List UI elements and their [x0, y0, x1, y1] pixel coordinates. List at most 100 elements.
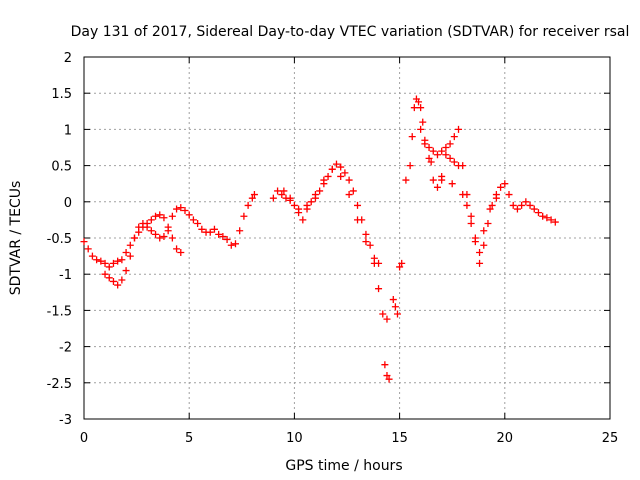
data-point	[379, 310, 387, 318]
data-point	[438, 172, 446, 180]
data-point	[419, 118, 427, 126]
data-point	[152, 230, 160, 238]
data-point	[337, 163, 345, 171]
x-tick-label: 10	[286, 431, 303, 446]
data-point	[93, 256, 101, 264]
data-point	[463, 201, 471, 209]
data-point	[345, 191, 353, 199]
data-point	[97, 257, 105, 265]
data-point	[480, 227, 488, 235]
data-point	[547, 216, 555, 224]
x-tick-label: 0	[80, 431, 88, 446]
grid-layer	[84, 57, 610, 419]
data-point	[185, 211, 193, 219]
data-point	[442, 151, 450, 159]
data-point	[471, 238, 479, 246]
tick-layer: 0 5 10 15 20 25 -3 -2.5 -2 -1.5 -1 -0.5 0 0.5 1 1.5 2	[47, 51, 619, 446]
data-point	[101, 270, 109, 278]
data-point	[143, 223, 151, 231]
y-axis-label: SDTVAR / TECUs	[8, 181, 24, 296]
data-point	[126, 252, 134, 260]
data-point	[332, 160, 340, 168]
data-point	[530, 205, 538, 213]
data-point	[429, 147, 437, 155]
data-point	[410, 104, 418, 112]
y-tick-label: 1.5	[51, 87, 72, 102]
data-point	[109, 277, 117, 285]
data-point	[446, 140, 454, 148]
data-point	[459, 162, 467, 170]
data-point	[354, 201, 362, 209]
data-point	[147, 227, 155, 235]
data-point	[459, 191, 467, 199]
data-point	[526, 201, 534, 209]
data-point	[455, 125, 463, 133]
data-point	[227, 241, 235, 249]
data-point	[114, 281, 122, 289]
data-point	[417, 125, 425, 133]
data-point	[101, 259, 109, 267]
y-tick-label: 0.5	[51, 160, 72, 175]
data-point	[328, 165, 336, 173]
data-point	[406, 162, 414, 170]
data-point	[177, 204, 185, 212]
data-point	[240, 212, 248, 220]
data-point	[534, 209, 542, 217]
data-point	[109, 259, 117, 267]
data-point	[484, 220, 492, 228]
y-tick-label: 1	[64, 123, 72, 138]
data-point	[448, 180, 456, 188]
data-point	[362, 238, 370, 246]
data-point	[307, 198, 315, 206]
data-point	[421, 136, 429, 144]
data-point	[486, 205, 494, 213]
data-point	[164, 227, 172, 235]
data-point	[168, 212, 176, 220]
x-tick-label: 15	[391, 431, 408, 446]
data-point	[476, 248, 484, 256]
data-point	[168, 234, 176, 242]
data-point	[467, 212, 475, 220]
data-point	[476, 259, 484, 267]
data-point	[383, 315, 391, 323]
data-point	[492, 194, 500, 202]
data-point	[396, 263, 404, 271]
data-point	[173, 205, 181, 213]
data-point	[354, 216, 362, 224]
data-point	[509, 201, 517, 209]
data-point	[349, 187, 357, 195]
data-point	[189, 216, 197, 224]
data-point	[223, 235, 231, 243]
data-point	[122, 267, 130, 275]
data-point	[130, 234, 138, 242]
x-axis-label: GPS time / hours	[285, 458, 402, 474]
data-point	[324, 172, 332, 180]
data-point	[429, 176, 437, 184]
y-tick-label: 2	[64, 51, 72, 66]
data-point	[286, 194, 294, 202]
data-point	[135, 223, 143, 231]
data-point	[250, 191, 258, 199]
data-point	[408, 133, 416, 141]
data-point	[415, 98, 423, 106]
data-point	[139, 220, 147, 228]
data-point	[181, 206, 189, 214]
y-tick-label: -2	[59, 341, 72, 356]
data-point	[152, 212, 160, 220]
y-tick-label: 0	[64, 196, 72, 211]
data-point	[299, 216, 307, 224]
data-point	[450, 133, 458, 141]
data-point	[126, 241, 134, 249]
data-point	[393, 310, 401, 318]
data-point	[118, 276, 126, 284]
data-point	[156, 211, 164, 219]
data-point	[375, 285, 383, 293]
data-point	[450, 158, 458, 166]
data-point	[391, 303, 399, 311]
data-point	[290, 201, 298, 209]
data-point	[417, 104, 425, 112]
data-point	[398, 259, 406, 267]
data-point	[84, 245, 92, 253]
data-point	[231, 240, 239, 248]
data-point	[198, 225, 206, 233]
